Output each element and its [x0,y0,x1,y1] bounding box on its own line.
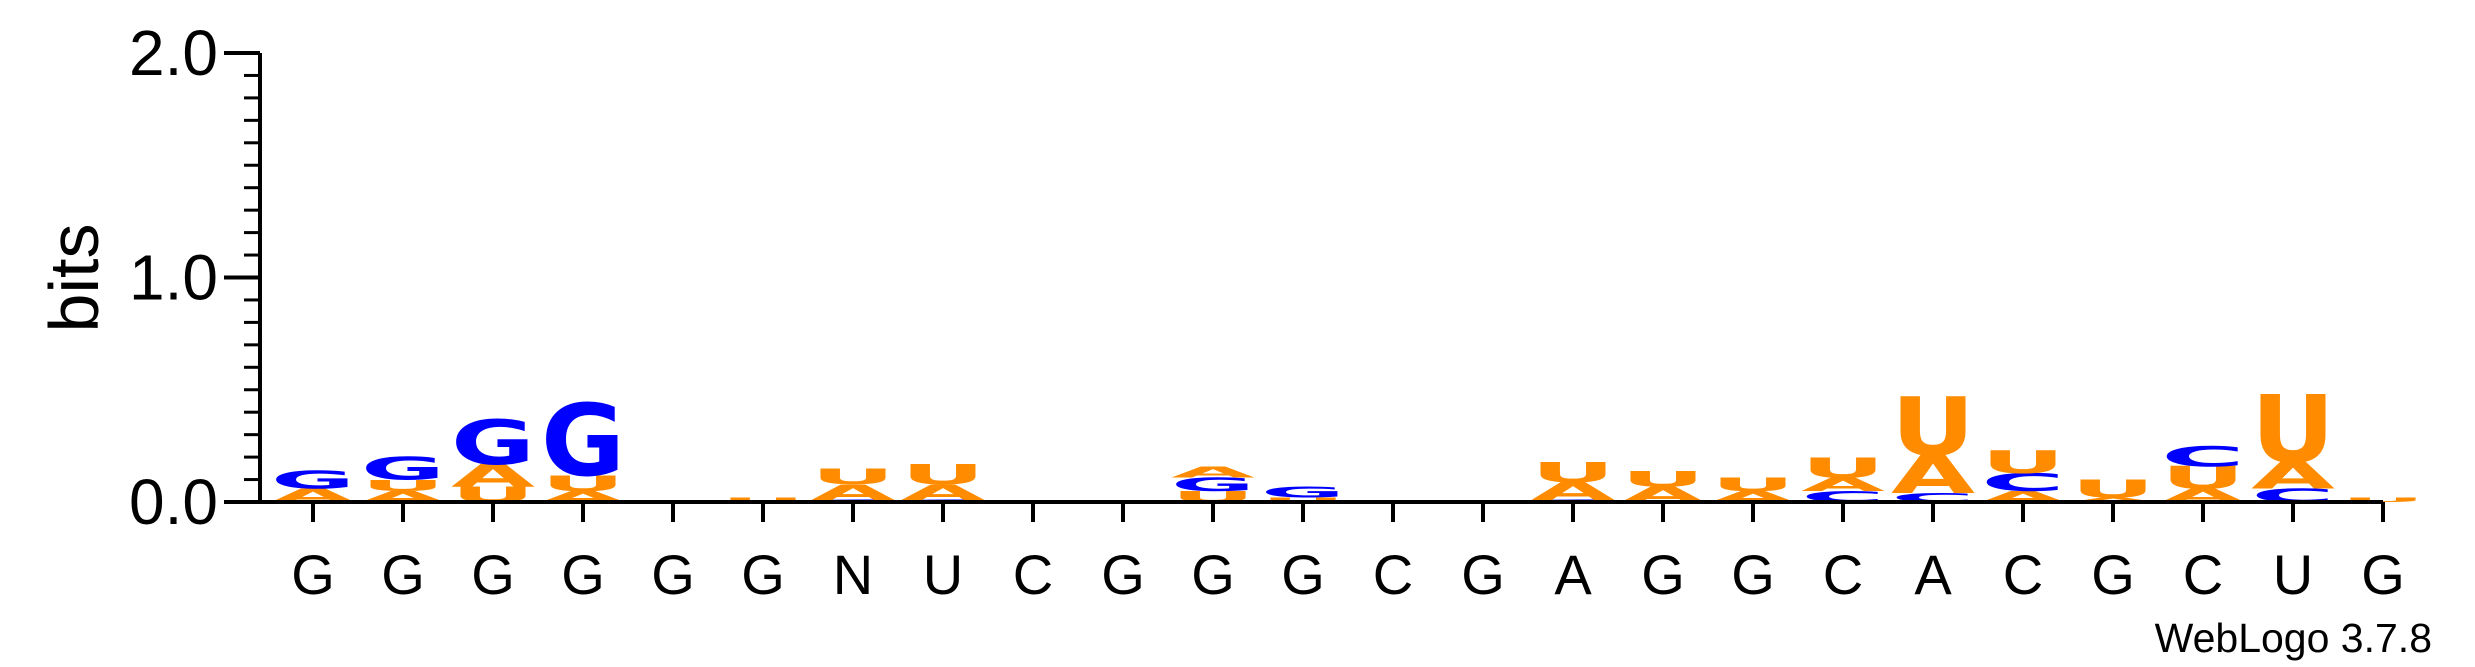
logo-letter-G: G [541,385,625,499]
x-tick-label: G [471,543,515,606]
x-tick-label: U [2273,543,2313,606]
logo-letter-U: U [1891,381,1975,474]
x-tick-label: G [1101,543,1145,606]
logo-letter-U: U [2161,461,2245,497]
logo-letter-A: A [1801,475,1889,496]
x-tick-label: G [1281,543,1325,606]
logo-letter-G: G [451,407,535,479]
logo-stacks: AGAUGUAGAUGUGAUGAUUGAUGGAUAUAUCAUCAUACUA… [271,376,2425,508]
logo-letter-A: A [1171,463,1256,481]
y-tick-label: 0.0 [129,466,218,538]
x-tick-label: C [1013,543,1053,606]
x-tick-label: G [2091,543,2135,606]
logo-letter-G: G [1171,475,1255,496]
y-tick-label: 1.0 [129,242,218,314]
x-tick-label: G [561,543,605,606]
y-tick-label: 2.0 [129,17,218,89]
logo-letter-C: C [2161,440,2245,473]
logo-letter-U: U [1711,475,1795,496]
x-tick-label: N [833,543,873,606]
x-tick-label: C [2183,543,2223,606]
logo-letter-U: U [361,477,445,495]
x-tick-label: G [651,543,695,606]
x-tick-label: A [1914,543,1952,606]
logo-letter-U: U [1621,467,1705,492]
logo-letter-A: A [1891,445,1976,506]
logo-letter-U: U [1981,445,2065,481]
x-tick-label: G [381,543,425,606]
x-tick-label: C [1373,543,1413,606]
logo-letter-A: A [2251,455,2336,498]
x-tick-label: G [291,543,335,606]
x-tick-label: C [1823,543,1863,606]
x-tick-label: G [741,543,785,606]
logo-letter-C: C [1981,468,2065,497]
weblogo-version-label: WebLogo 3.7.8 [2155,615,2432,661]
logo-letter-U: U [901,458,985,491]
x-tick-label: G [1641,543,1685,606]
logo-letter-G: G [1261,484,1345,502]
logo-letter-U: U [811,465,895,490]
y-axis-label: bits [35,224,113,333]
logo-letter-U: U [1531,456,1615,489]
logo-letter-U: U [541,472,625,497]
x-tick-label: G [1461,543,1505,606]
logo-letter-U: U [1801,451,1885,484]
logo-letter-U: U [2251,376,2335,484]
x-tick-label: G [2361,543,2405,606]
logo-letter-G: G [361,452,445,488]
x-tick-label: C [2003,543,2043,606]
x-tick-label: G [1731,543,1775,606]
y-axis: 0.0 1.0 2.0 [129,17,262,538]
logo-letter-A: A [451,458,536,494]
x-tick-label: A [1554,543,1592,606]
logo-letter-U: U [2071,475,2155,504]
x-tick-label: U [923,543,963,606]
logo-letter-G: G [271,466,355,495]
x-tick-label: G [1191,543,1235,606]
